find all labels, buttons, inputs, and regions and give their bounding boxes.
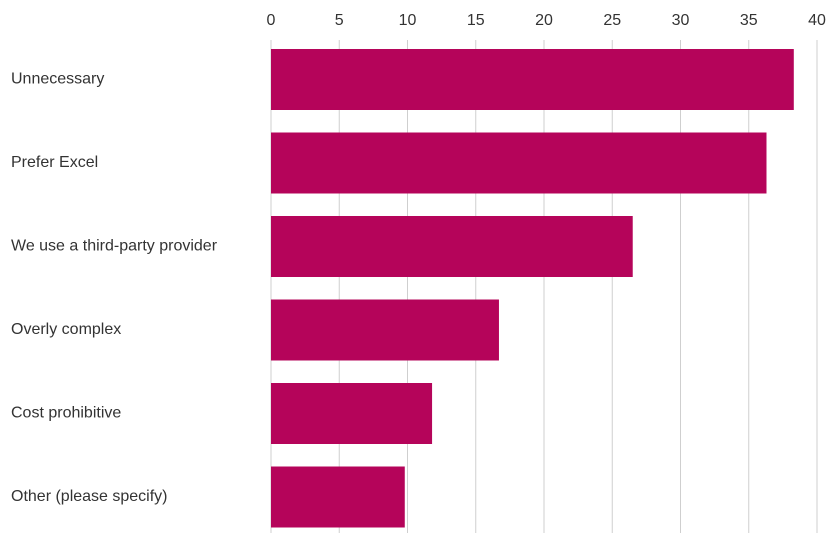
category-label: We use a third-party provider xyxy=(11,238,218,255)
category-label: Overly complex xyxy=(11,321,121,338)
bar xyxy=(271,383,433,444)
x-tick-label: 10 xyxy=(399,12,417,29)
x-tick-label: 40 xyxy=(808,12,826,29)
category-label: Prefer Excel xyxy=(11,154,98,171)
x-tick-label: 0 xyxy=(267,12,276,29)
x-tick-label: 20 xyxy=(535,12,553,29)
bar xyxy=(271,299,499,361)
category-labels: Unnecessary Prefer Excel We use a third-pa… xyxy=(11,71,218,506)
x-tick-label: 30 xyxy=(672,12,690,29)
x-tick-label: 15 xyxy=(467,12,485,29)
bar xyxy=(271,132,767,194)
x-axis-ticks: 0 5 10 15 20 25 30 35 40 xyxy=(267,12,826,29)
bar xyxy=(271,49,794,110)
x-tick-label: 25 xyxy=(603,12,621,29)
category-label: Unnecessary xyxy=(11,71,104,88)
x-tick-label: 5 xyxy=(335,12,344,29)
category-label: Cost prohibitive xyxy=(11,405,121,422)
x-tick-label: 35 xyxy=(740,12,758,29)
bar xyxy=(271,466,405,528)
bars xyxy=(271,49,794,528)
category-label: Other (please specify) xyxy=(11,488,168,505)
grid-lines xyxy=(270,40,818,533)
bar xyxy=(271,216,633,277)
